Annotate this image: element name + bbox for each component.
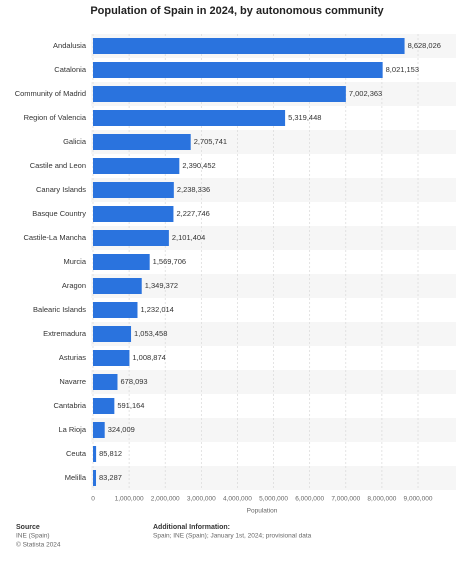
y-tick-label: Murcia [63,257,86,266]
bar [93,158,180,174]
value-label: 7,002,363 [349,89,382,98]
value-label: 678,093 [120,377,147,386]
value-label: 8,628,026 [408,41,441,50]
y-tick-label: Galicia [63,137,87,146]
value-label: 591,164 [117,401,144,410]
y-tick-label: Ceuta [66,449,87,458]
y-tick-label: Extremadura [43,329,87,338]
info-label: Additional Information: [153,524,230,531]
bar [93,350,130,366]
x-tick-label: 1,000,000 [115,496,144,503]
x-tick-label: 5,000,000 [259,496,288,503]
x-axis-label: Population [247,508,278,515]
y-tick-label: Andalusia [53,41,87,50]
y-tick-label: Melilla [65,473,87,482]
bar [93,134,191,150]
y-tick-label: Region of Valencia [24,113,87,122]
x-tick-label: 8,000,000 [367,496,396,503]
y-tick-label: La Rioja [58,425,86,434]
bar [93,470,97,486]
x-tick-label: 6,000,000 [295,496,324,503]
x-tick-label: 3,000,000 [187,496,216,503]
y-tick-label: Canary Islands [36,185,86,194]
value-label: 5,319,448 [288,113,321,122]
value-label: 1,232,014 [140,305,173,314]
x-tick-label: 2,000,000 [151,496,180,503]
value-label: 2,238,336 [177,185,210,194]
bar [93,86,346,102]
value-label: 85,812 [99,449,122,458]
value-label: 8,021,153 [386,65,419,74]
value-label: 2,101,404 [172,233,205,242]
bar [93,398,115,414]
bar [93,446,97,462]
source-text: INE (Spain) [16,533,50,540]
value-label: 324,009 [108,425,135,434]
bar [93,38,405,54]
value-label: 1,349,372 [145,281,178,290]
y-tick-label: Catalonia [54,65,87,74]
y-tick-label: Castile-La Mancha [23,233,86,242]
y-tick-label: Asturias [59,353,86,362]
y-tick-label: Castile and Leon [30,161,86,170]
y-tick-label: Aragon [62,281,86,290]
y-tick-label: Community of Madrid [15,89,86,98]
value-label: 1,569,706 [153,257,186,266]
y-tick-label: Balearic Islands [33,305,86,314]
value-label: 2,390,452 [182,161,215,170]
value-label: 2,227,746 [176,209,209,218]
bar [93,374,118,390]
bar [93,206,174,222]
value-label: 1,053,458 [134,329,167,338]
y-tick-label: Cantabria [53,401,86,410]
x-tick-label: 0 [91,496,95,503]
bar [93,230,169,246]
chart-title: Population of Spain in 2024, by autonomo… [90,5,384,17]
x-tick-label: 4,000,000 [223,496,252,503]
y-tick-label: Navarre [59,377,86,386]
bar [93,326,132,342]
info-text: Spain; INE (Spain); January 1st, 2024; p… [153,533,312,540]
x-tick-label: 9,000,000 [404,496,433,503]
bar [93,110,286,126]
bar [93,278,142,294]
copyright: © Statista 2024 [16,541,61,549]
x-tick-label: 7,000,000 [331,496,360,503]
value-label: 1,008,874 [132,353,165,362]
source-label: Source [16,524,40,531]
bar [93,62,383,78]
bar [93,182,174,198]
bar [93,422,105,438]
value-label: 83,287 [99,473,122,482]
value-label: 2,705,741 [194,137,227,146]
bar [93,302,138,318]
y-tick-label: Basque Country [32,209,86,218]
bar [93,254,150,270]
